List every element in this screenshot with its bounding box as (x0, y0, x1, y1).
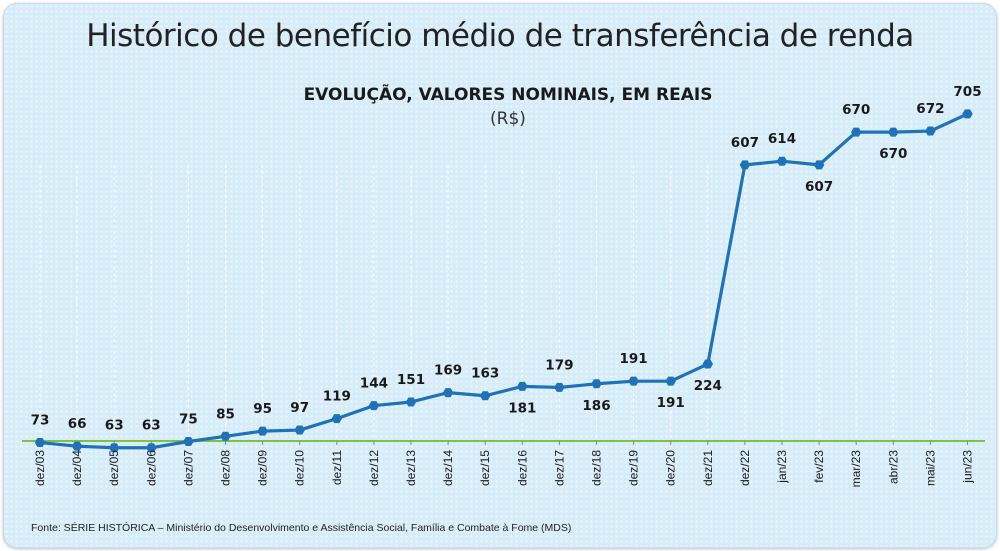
data-point (183, 437, 194, 446)
x-tick-label: dez/14 (441, 450, 455, 486)
x-tick-label: dez/06 (144, 450, 158, 486)
data-label: 181 (508, 400, 536, 416)
chart-subtitle: (R$) (490, 109, 526, 129)
x-tick-label: dez/19 (627, 450, 641, 486)
x-tick-label: dez/10 (293, 450, 307, 486)
data-point (146, 443, 157, 453)
x-tick-label: mai/23 (923, 450, 937, 486)
data-label: 614 (768, 131, 796, 147)
x-tick-label: dez/03 (33, 450, 47, 486)
data-label: 169 (434, 363, 462, 379)
x-tick-label: dez/21 (701, 450, 715, 486)
data-point (591, 379, 602, 389)
data-points (34, 109, 973, 453)
data-point (851, 127, 862, 137)
data-label: 144 (360, 376, 388, 392)
x-tick-label: dez/04 (70, 450, 84, 486)
data-point (739, 160, 751, 170)
data-label: 670 (879, 146, 907, 162)
data-point (34, 438, 46, 448)
data-label: 63 (105, 418, 124, 434)
x-tick-label: dez/11 (330, 450, 344, 485)
data-label: 73 (31, 413, 50, 429)
x-tick-label: dez/07 (181, 450, 195, 486)
data-label: 63 (142, 418, 161, 434)
x-tick-label: dez/20 (664, 450, 678, 486)
grid-lines (39, 165, 968, 441)
data-label: 670 (842, 102, 870, 118)
data-label: 75 (179, 412, 198, 428)
data-label: 151 (397, 372, 425, 388)
data-point (71, 441, 83, 451)
x-tick-label: abr/23 (886, 450, 900, 484)
x-tick-label: dez/13 (404, 450, 418, 486)
x-tick-label: jan/23 (775, 450, 789, 484)
data-point (702, 359, 713, 369)
series-line (39, 112, 969, 450)
data-label: 66 (68, 416, 87, 432)
data-point (405, 397, 417, 407)
data-point (517, 381, 528, 391)
chart-background (3, 3, 997, 548)
data-point (665, 376, 676, 386)
data-label: 607 (805, 179, 833, 195)
data-label: 179 (545, 357, 573, 373)
data-point (220, 431, 231, 441)
data-point (480, 391, 491, 401)
data-point (813, 160, 825, 170)
page-title: Histórico de benefício médio de transfer… (86, 18, 914, 54)
x-tick-label: dez/17 (552, 450, 566, 486)
data-point (257, 426, 268, 436)
data-label: 224 (694, 378, 722, 394)
series-line-path (39, 112, 969, 450)
data-label: 607 (731, 135, 759, 151)
data-point (331, 414, 342, 424)
source-note: Fonte: SÉRIE HISTÓRICA – Ministério do D… (31, 522, 572, 534)
x-tick-label: fev/23 (812, 450, 826, 483)
data-label: 191 (657, 395, 685, 411)
x-tick-labels: dez/03 dez/04 dez/05 dez/06 dez/07 dez/08 dez/… (33, 450, 975, 488)
data-point (628, 376, 639, 386)
data-point (442, 388, 454, 398)
data-label: 119 (323, 389, 351, 405)
x-tick-label: dez/22 (738, 450, 752, 486)
x-tick-label: dez/18 (590, 450, 604, 486)
chart-title: EVOLUÇÃO, VALORES NOMINAIS, EM REAIS (304, 82, 713, 105)
data-point (776, 156, 788, 166)
x-tick-label: dez/08 (219, 450, 233, 486)
x-tick-label: dez/05 (107, 450, 121, 486)
data-label: 85 (216, 406, 235, 422)
x-tick-label: jun/23 (961, 450, 975, 484)
data-label: 95 (253, 401, 272, 417)
x-tick-label: dez/09 (256, 450, 270, 486)
data-labels: 73 66 63 63 75 85 95 97 119 144 151 169 163 181 179 186… (31, 84, 982, 434)
x-tick-label: mar/23 (849, 450, 863, 488)
data-point (888, 127, 899, 137)
data-point (962, 109, 973, 119)
data-point (109, 443, 120, 453)
data-label: 97 (290, 400, 309, 416)
x-tick-label: dez/12 (367, 450, 381, 486)
data-point (368, 401, 380, 411)
data-point (925, 126, 936, 136)
x-tick-label: dez/16 (515, 450, 529, 486)
x-tick-label: dez/15 (478, 450, 492, 486)
data-label: 705 (953, 84, 981, 100)
data-label: 163 (471, 366, 499, 382)
data-label: 672 (916, 101, 944, 117)
data-point (554, 382, 565, 392)
data-label: 186 (582, 398, 610, 414)
data-label: 191 (620, 351, 648, 367)
data-point (294, 425, 305, 435)
